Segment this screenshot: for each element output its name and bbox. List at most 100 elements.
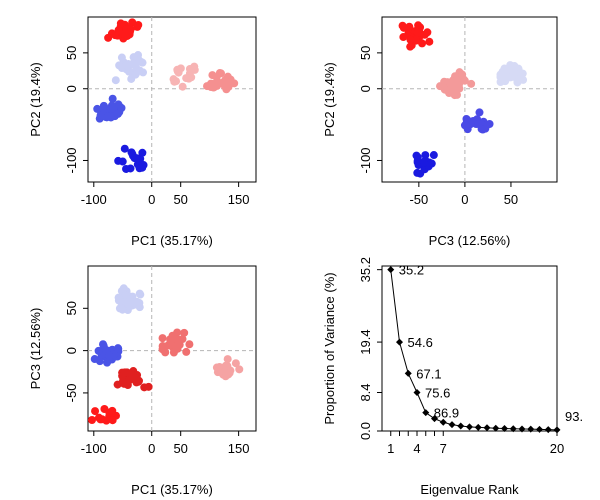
plot-frame bbox=[381, 265, 558, 432]
scatter-point bbox=[475, 108, 484, 117]
scatter-point bbox=[215, 68, 224, 77]
series-point bbox=[448, 421, 456, 429]
scatter-point bbox=[406, 35, 415, 44]
y-tick-label: -100 bbox=[358, 147, 373, 173]
scatter-point bbox=[498, 67, 507, 76]
series-point bbox=[404, 369, 412, 377]
scatter-point bbox=[131, 60, 140, 69]
scatter-point bbox=[135, 66, 144, 75]
scatter-point bbox=[117, 53, 126, 62]
scatter-point bbox=[178, 82, 187, 91]
scatter-point bbox=[219, 80, 228, 89]
series-point bbox=[474, 423, 482, 431]
series-point bbox=[527, 425, 535, 433]
scatter-point bbox=[103, 112, 112, 121]
data-label: 86.9 bbox=[434, 406, 459, 421]
series-point bbox=[422, 409, 430, 417]
x-tick-label: -50 bbox=[409, 192, 428, 207]
x-tick-label: 50 bbox=[504, 192, 518, 207]
series-point bbox=[553, 426, 561, 434]
scatter-point bbox=[213, 79, 222, 88]
scatter-point bbox=[406, 42, 415, 51]
scatter-point bbox=[120, 144, 129, 153]
x-axis-label: PC3 (12.56%) bbox=[429, 233, 511, 248]
scatter-point bbox=[99, 101, 108, 110]
scatter-point bbox=[144, 382, 153, 391]
scatter-point bbox=[109, 104, 118, 113]
series-point bbox=[413, 389, 421, 396]
scatter-point bbox=[117, 103, 126, 112]
series-point bbox=[431, 415, 438, 423]
scatter-point bbox=[399, 23, 408, 32]
scatter-point bbox=[108, 406, 117, 415]
series-point bbox=[483, 424, 491, 432]
y-tick-label: 8.4 bbox=[358, 383, 373, 401]
y-axis-label: Proportion of Variance (%) bbox=[322, 272, 337, 424]
scatter-point bbox=[108, 416, 117, 425]
scatter-point bbox=[93, 104, 102, 113]
data-label: 93. bbox=[565, 409, 583, 424]
scatter-point bbox=[223, 355, 232, 364]
scatter-point bbox=[123, 31, 132, 40]
scatter-point bbox=[168, 331, 177, 340]
scatter-point bbox=[182, 347, 191, 356]
scatter-point bbox=[158, 334, 167, 343]
y-tick-label: -50 bbox=[64, 384, 79, 403]
scatter-point bbox=[119, 284, 128, 293]
y-tick-label: 50 bbox=[64, 301, 79, 315]
scatter-point bbox=[460, 76, 469, 85]
scatter-point bbox=[203, 82, 212, 91]
scatter-point bbox=[108, 94, 117, 103]
x-tick-label: 4 bbox=[413, 441, 420, 456]
scatter-point bbox=[510, 69, 519, 78]
series-point bbox=[387, 266, 395, 274]
scatter-point bbox=[429, 151, 438, 160]
scatter-point bbox=[212, 363, 221, 372]
scatter-point bbox=[474, 120, 483, 129]
scatter-point bbox=[419, 158, 428, 167]
plot-frame bbox=[87, 265, 257, 432]
y-tick-label: 19.4 bbox=[358, 329, 373, 354]
scatter-point bbox=[485, 119, 494, 128]
x-tick-label: 50 bbox=[173, 441, 187, 456]
x-tick-label: -100 bbox=[81, 192, 107, 207]
series-point bbox=[457, 422, 465, 430]
plot-frame bbox=[381, 16, 558, 183]
scatter-point bbox=[105, 351, 114, 360]
scatter-point bbox=[413, 28, 422, 37]
x-tick-label: 1 bbox=[387, 441, 394, 456]
scatter-point bbox=[135, 164, 144, 173]
x-tick-label: 150 bbox=[228, 192, 250, 207]
scatter-point bbox=[111, 76, 120, 85]
series-point bbox=[518, 425, 526, 433]
scatter-point bbox=[174, 68, 183, 77]
scatter-point bbox=[122, 61, 131, 70]
scatter-point bbox=[114, 293, 123, 302]
scatter-point bbox=[135, 303, 144, 312]
scatter-point bbox=[118, 377, 127, 386]
x-axis-label: PC1 (35.17%) bbox=[131, 233, 213, 248]
data-label: 67.1 bbox=[416, 366, 441, 381]
scatter-point bbox=[467, 79, 476, 88]
scatter-point bbox=[478, 125, 487, 134]
scatter-point bbox=[413, 156, 422, 165]
plot-frame bbox=[87, 16, 257, 183]
scatter-point bbox=[231, 359, 240, 368]
scatter-point bbox=[132, 154, 141, 163]
y-axis-label: PC2 (19.4%) bbox=[322, 62, 337, 136]
y-tick-label: 50 bbox=[358, 46, 373, 60]
y-axis-label: PC2 (19.4%) bbox=[28, 62, 43, 136]
scatter-point bbox=[449, 83, 458, 92]
scatter-point bbox=[120, 368, 129, 377]
series-point bbox=[501, 424, 508, 432]
scatter-point bbox=[91, 407, 100, 416]
scatter-point bbox=[180, 328, 189, 337]
scatter-point bbox=[172, 77, 181, 86]
series-point bbox=[509, 425, 517, 433]
y-tick-label: 35.2 bbox=[358, 257, 373, 282]
y-tick-label: 0 bbox=[358, 85, 373, 92]
scatter-point bbox=[190, 65, 199, 74]
scatter-point bbox=[441, 85, 450, 94]
y-tick-label: 0 bbox=[64, 85, 79, 92]
